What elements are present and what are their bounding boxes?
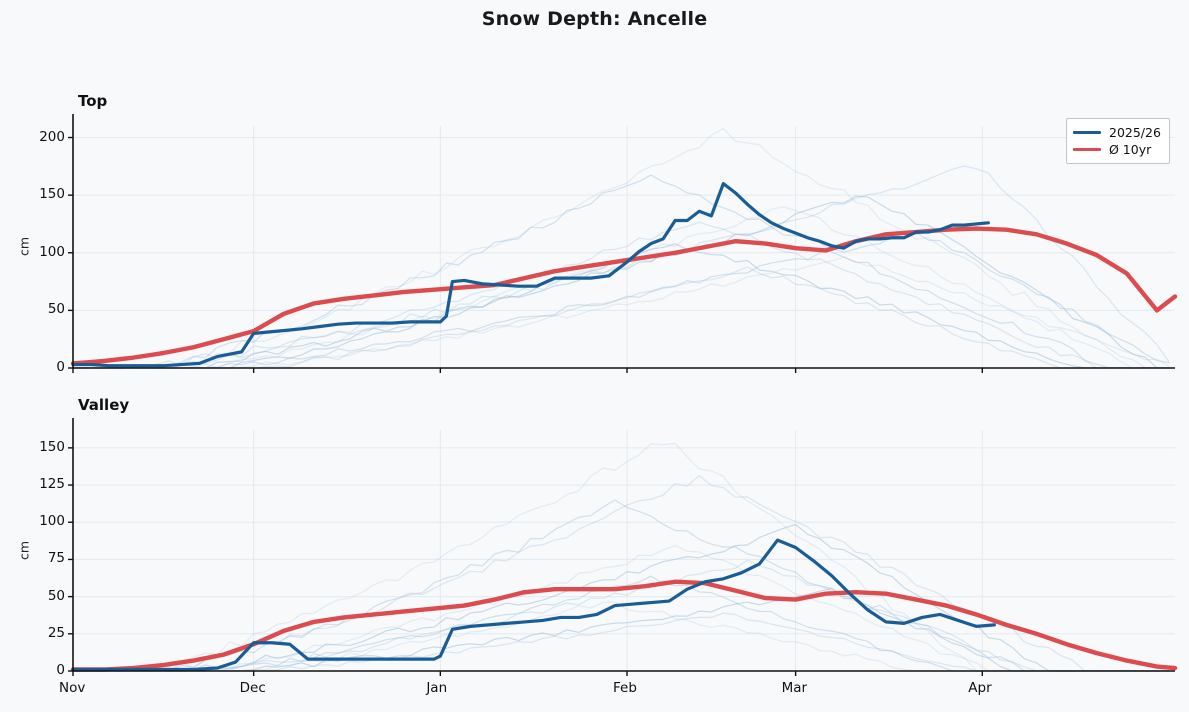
legend: 2025/26 Ø 10yr <box>1066 118 1170 164</box>
panel-valley-y-tick-label: 150 <box>39 438 65 455</box>
x-axis-tick-label: Apr <box>968 680 992 696</box>
panel-top-y-tick-label: 50 <box>47 301 65 318</box>
panel-valley-y-tick-label: 75 <box>47 550 65 567</box>
panel-valley-y-tick-label: 25 <box>47 624 65 641</box>
x-axis-tick-label: Nov <box>59 680 86 696</box>
panel-top-y-tick-label: 200 <box>39 128 65 145</box>
panel-valley-y-tick-label: 100 <box>39 513 65 530</box>
panel-top-y-tick-label: 150 <box>39 186 65 203</box>
legend-entry-average: Ø 10yr <box>1073 141 1161 158</box>
x-axis-tick-label: Feb <box>613 680 637 696</box>
legend-entry-current: 2025/26 <box>1073 124 1161 141</box>
x-axis-tick-label: Mar <box>781 680 808 696</box>
panel-top-title: Top <box>78 92 108 110</box>
panel-top-y-tick-label: 100 <box>39 243 65 260</box>
panel-valley-y-tick-label: 0 <box>56 662 65 678</box>
legend-swatch-current <box>1073 130 1101 135</box>
legend-label-current: 2025/26 <box>1109 125 1161 140</box>
panel-top-y-tick-label: 0 <box>56 359 65 375</box>
panel-valley-title: Valley <box>78 396 130 414</box>
legend-label-average: Ø 10yr <box>1109 142 1152 157</box>
x-axis-tick-label: Jan <box>426 680 448 696</box>
x-axis-tick-label: Dec <box>239 680 266 696</box>
panel-valley-y-tick-label: 50 <box>47 587 65 604</box>
legend-swatch-average <box>1073 147 1101 152</box>
page-title: Snow Depth: Ancelle <box>481 8 708 30</box>
panel-valley-y-tick-label: 125 <box>39 476 65 493</box>
